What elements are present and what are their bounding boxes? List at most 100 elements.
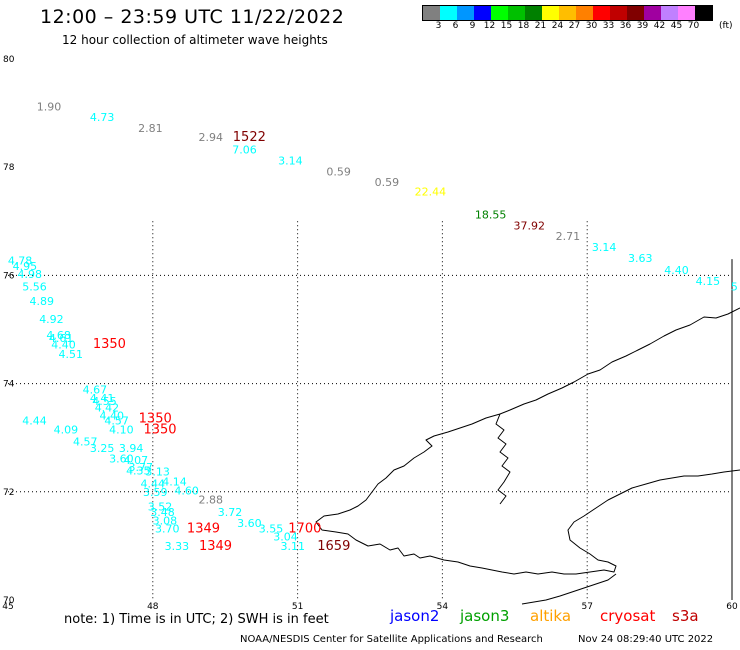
wave-height-label: 3.55 — [259, 522, 284, 535]
legend-swatch — [627, 6, 644, 20]
wave-height-label: 5.56 — [22, 281, 47, 294]
wave-height-label: 4.51 — [58, 348, 83, 361]
timestamp: Nov 24 08:29:40 UTC 2022 — [578, 634, 714, 645]
legend-label: 6 — [452, 21, 459, 31]
legend-swatch — [440, 6, 457, 20]
wave-height-label: 4.44 — [22, 415, 47, 428]
wave-height-label: 4.40 — [664, 264, 689, 277]
longitude-tick-label: 60 — [726, 602, 738, 612]
latitude-tick-label: 70 — [3, 596, 15, 606]
wave-height-label: 0.59 — [326, 165, 351, 178]
wave-height-label: 4.57 — [73, 435, 98, 448]
wave-height-label: 37.92 — [514, 219, 546, 232]
longitude-tick-label: 48 — [147, 602, 159, 612]
wave-height-label: 3.60 — [109, 453, 134, 466]
latitude-tick-label: 76 — [3, 271, 15, 281]
wave-height-label: 4.44 — [141, 477, 166, 490]
legend-swatch — [457, 6, 474, 20]
legend-swatch — [542, 6, 559, 20]
wave-height-label: 1.90 — [37, 100, 62, 113]
wave-height-label: 1522 — [233, 130, 266, 145]
legend-label: 15 — [500, 21, 513, 31]
wave-height-label: 7.06 — [232, 144, 257, 157]
wave-height-label: 3.48 — [150, 506, 175, 519]
wave-height-label: 4.60 — [174, 485, 199, 498]
coastline — [315, 307, 740, 605]
wave-height-label: 4.78 — [8, 255, 33, 268]
legend-swatch — [423, 6, 440, 20]
wave-height-label: 4.61 — [49, 332, 74, 345]
legend-swatch — [678, 6, 695, 20]
page-title: 12:00 – 23:59 UTC 11/22/2022 — [40, 6, 345, 28]
wave-height-label: 4.57 — [104, 415, 129, 428]
legend-swatch — [661, 6, 678, 20]
wave-height-label: 3.04 — [273, 530, 298, 543]
wave-height-label: 1659 — [317, 539, 350, 554]
legend-swatches — [422, 5, 713, 21]
wave-height-label: 4.15 — [696, 275, 721, 288]
legend-unit: (ft) — [719, 21, 733, 31]
latitude-tick-label: 74 — [3, 380, 15, 390]
legend-label: 45 — [670, 21, 683, 31]
wave-height-label: 4.14 — [162, 475, 187, 488]
legend-label: 36 — [619, 21, 632, 31]
wave-height-label: 4.09 — [54, 423, 79, 436]
coastline-detail — [495, 413, 511, 505]
longitude-tick-label: 51 — [292, 602, 303, 612]
credit-line: NOAA/NESDIS Center for Satellite Applica… — [240, 634, 543, 645]
legend-swatch — [695, 6, 712, 20]
legend-swatch — [593, 6, 610, 20]
wave-height-label: 3.60 — [237, 517, 262, 530]
legend-label: 70 — [687, 21, 700, 31]
wave-height-label: 4.95 — [13, 260, 38, 273]
latitude-tick-label: 80 — [3, 55, 15, 65]
color-legend: 3 6 9 12 15 18 21 24 27 30 33 36 39 42 45 70 (ft) — [422, 5, 733, 33]
longitude-tick-label: 57 — [581, 602, 592, 612]
legend-label: 30 — [585, 21, 598, 31]
wave-height-label: 3.94 — [119, 442, 144, 455]
longitude-tick-label: 54 — [437, 602, 449, 612]
satellite-s3a: s3a — [672, 607, 699, 625]
wave-height-label: 2.81 — [138, 122, 163, 135]
wave-height-label: 3.08 — [153, 514, 178, 527]
legend-swatch — [491, 6, 508, 20]
wave-height-label: 2.71 — [556, 230, 581, 243]
legend-swatch — [474, 6, 491, 20]
wave-height-label: 5 — [731, 281, 738, 294]
wave-height-label: 4.89 — [30, 295, 55, 308]
wave-height-label: 3.77 — [128, 461, 153, 474]
wave-height-label: 2.94 — [198, 131, 223, 144]
page-subtitle: 12 hour collection of altimeter wave hei… — [62, 33, 328, 47]
satellite-jason3: jason3 — [460, 607, 510, 625]
novaya-zemlya-north-island — [315, 307, 740, 575]
legend-label: 21 — [534, 21, 547, 31]
wave-height-label: 3.63 — [628, 252, 653, 265]
wave-height-label: 4.40 — [51, 338, 76, 351]
wave-height-label: 4.55 — [92, 395, 117, 408]
wave-height-label: 4.10 — [109, 423, 134, 436]
legend-label: 27 — [568, 21, 581, 31]
wave-height-label: 3.33 — [165, 540, 190, 553]
latitude-tick-label: 78 — [3, 163, 15, 173]
wave-height-label: 3.72 — [218, 506, 243, 519]
wave-height-label: 4.35 — [126, 464, 151, 477]
legend-label: 18 — [517, 21, 530, 31]
wave-height-label: 3.11 — [281, 540, 306, 553]
wave-height-label: 1350 — [143, 422, 176, 437]
wave-height-label: 3.25 — [90, 442, 115, 455]
latitude-tick-label: 72 — [3, 488, 14, 498]
satellite-cryosat: cryosat — [600, 607, 656, 625]
wave-height-label: 4.07 — [124, 454, 149, 467]
legend-label: 3 — [435, 21, 442, 31]
legend-label: 12 — [483, 21, 496, 31]
wave-height-label: 4.98 — [17, 268, 42, 281]
wave-height-label: 1700 — [288, 521, 321, 536]
wave-height-label: 1350 — [93, 337, 126, 352]
legend-label: 33 — [602, 21, 615, 31]
wave-height-label: 4.92 — [39, 313, 64, 326]
wave-height-label: 4.40 — [100, 409, 125, 422]
wave-height-label: 1349 — [187, 521, 220, 536]
wave-height-label: 3.59 — [143, 486, 168, 499]
